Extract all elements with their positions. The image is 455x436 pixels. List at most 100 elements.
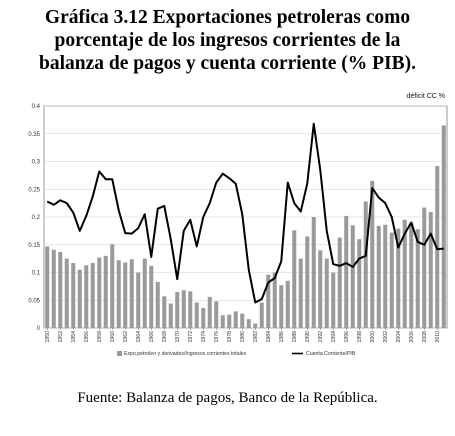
x-tick-label: 1952	[58, 331, 64, 343]
line-series-cuenta-corriente	[46, 122, 444, 304]
bar	[103, 255, 108, 328]
legend-label-line: Cuenta Corriente/PIB	[306, 351, 356, 357]
bar	[285, 280, 290, 328]
bar	[168, 303, 173, 328]
bar	[396, 228, 401, 328]
bar	[136, 272, 141, 328]
bar	[116, 260, 121, 328]
bar	[77, 269, 82, 328]
bar	[51, 249, 56, 328]
bar	[45, 246, 50, 328]
bar	[207, 296, 212, 328]
y-tick-label: 0.1	[32, 271, 41, 277]
bar	[370, 180, 375, 328]
bar	[194, 302, 199, 328]
x-tick-label: 1994	[331, 331, 337, 343]
title-line-3: balanza de pagos y cuenta corriente (% P…	[39, 53, 416, 74]
bar	[155, 281, 160, 328]
bar	[422, 207, 427, 328]
bar	[272, 272, 277, 328]
x-tick-label: 1990	[305, 331, 311, 343]
x-tick-label: 1954	[71, 331, 77, 343]
x-tick-label: 1960	[110, 331, 116, 343]
x-tick-label: 1958	[97, 331, 103, 343]
y-tick-label: 0.05	[28, 298, 40, 304]
x-tick-label: 1974	[201, 331, 207, 343]
y-tick-label: 0.2	[32, 215, 41, 221]
x-tick-label: 2006	[409, 331, 415, 343]
chart-title: Gráfica 3.12 Exportaciones petroleras co…	[0, 6, 455, 75]
x-tick-label: 2002	[383, 331, 389, 343]
bar	[142, 258, 147, 328]
bar	[441, 125, 446, 328]
bar	[181, 290, 186, 328]
bar	[266, 274, 271, 328]
bar	[123, 262, 128, 328]
bar	[292, 230, 297, 328]
x-tick-label: 1966	[149, 331, 155, 343]
bar	[64, 258, 69, 328]
bar	[84, 265, 89, 328]
bar	[110, 244, 115, 328]
bar	[350, 225, 355, 328]
title-line-2: porcentaje de los ingresos corrientes de…	[54, 30, 401, 51]
bar	[175, 291, 180, 328]
bar	[240, 313, 245, 328]
bar	[279, 285, 284, 328]
bar	[311, 217, 316, 328]
x-tick-label: 1986	[279, 331, 285, 343]
x-tick-label: 1956	[84, 331, 90, 343]
bar	[324, 258, 329, 328]
x-tick-label: 1962	[123, 331, 129, 343]
bar	[188, 291, 193, 328]
bar	[305, 236, 310, 328]
x-tick-label: 1972	[188, 331, 194, 343]
bar	[402, 219, 407, 328]
bar	[331, 272, 336, 328]
y-tick-label: 0.25	[28, 187, 40, 193]
bar	[227, 314, 232, 328]
corner-label: déficit CC %	[406, 93, 445, 100]
x-tick-label: 2004	[396, 331, 402, 343]
bar	[129, 259, 134, 328]
x-tick-label: 1996	[344, 331, 350, 343]
bar	[383, 224, 388, 328]
bar	[415, 229, 420, 328]
y-tick-label: 0.3	[32, 160, 41, 166]
bar	[298, 258, 303, 328]
x-tick-label: 1998	[357, 331, 363, 343]
chart-svg: 0 0.05 0.1 0.15 0.2 0.25 0.3 0.35 0.4 déficit CC …	[28, 93, 448, 357]
x-tick-label: 1982	[253, 331, 259, 343]
x-tick-label: 1968	[162, 331, 168, 343]
x-tick-label: 2010	[435, 331, 441, 343]
bar	[259, 302, 264, 328]
bar	[201, 308, 206, 328]
x-tick-label: 1964	[136, 331, 142, 343]
source-note: Fuente: Balanza de pagos, Banco de la Re…	[77, 390, 378, 406]
x-tick-label: 2008	[422, 331, 428, 343]
chart-area: 0 0.05 0.1 0.15 0.2 0.25 0.3 0.35 0.4 déficit CC …	[0, 84, 455, 374]
legend-label-bar: Expo.petroleo y derivados/Ingresos corri…	[124, 351, 247, 357]
bar	[318, 250, 323, 328]
y-tick-label: 0.4	[32, 104, 41, 110]
bar	[97, 257, 102, 328]
legend-swatch-bar	[117, 351, 122, 356]
y-tick-label: 0.15	[28, 243, 40, 249]
x-tick-label: 1970	[175, 331, 181, 343]
bar	[149, 265, 154, 328]
x-tick-label: 1992	[318, 331, 324, 343]
y-tick-label: 0.35	[28, 132, 40, 138]
x-tick-label: 1976	[214, 331, 220, 343]
x-tick-label: 1950	[45, 331, 51, 343]
bar	[90, 263, 95, 328]
x-tick-label: 1984	[266, 331, 272, 343]
bar	[357, 239, 362, 328]
bar	[428, 212, 433, 328]
x-tick-label: 1980	[240, 331, 246, 343]
y-tick-label: 0	[37, 326, 41, 332]
bar	[376, 225, 381, 328]
bar	[253, 323, 258, 328]
bar	[162, 296, 167, 328]
x-tick-label: 1978	[227, 331, 233, 343]
x-tick-label: 2000	[370, 331, 376, 343]
